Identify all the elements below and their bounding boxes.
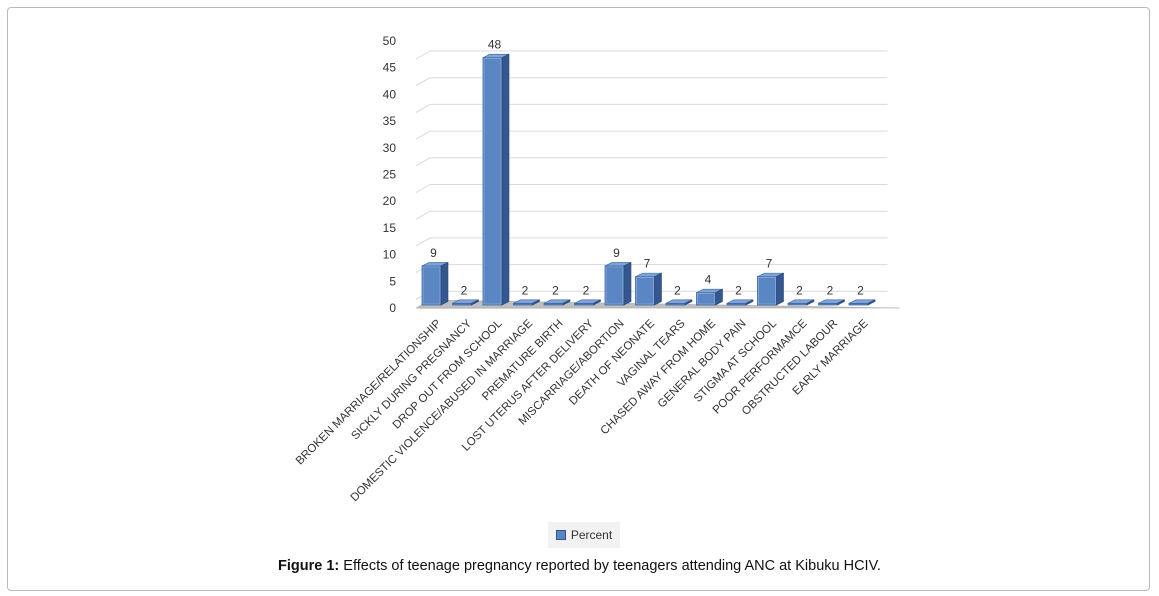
y-tick-label: 50 [383, 34, 397, 48]
chart-floor-shadow [416, 308, 900, 309]
bar-side [440, 261, 449, 306]
bar-side [867, 299, 876, 306]
bar [421, 265, 442, 306]
data-label: 2 [796, 283, 803, 297]
bar [482, 57, 503, 306]
bar-highlight [697, 293, 715, 305]
data-label: 7 [766, 257, 773, 271]
bar-side [715, 288, 723, 306]
bar-side [562, 299, 571, 306]
bar-highlight [422, 266, 441, 305]
y-tick-label: 25 [383, 168, 397, 182]
legend-label: Percent [570, 528, 613, 542]
data-label: 2 [827, 283, 834, 297]
gridline-depth [415, 184, 431, 193]
bar-side [684, 299, 693, 306]
gridline-depth [415, 50, 431, 60]
data-label: 2 [522, 283, 529, 297]
data-label: 2 [583, 283, 590, 297]
gridline-depth [415, 210, 431, 220]
figure-caption: Figure 1: Effects of teenage pregnancy r… [0, 558, 1159, 574]
bar-side [471, 299, 479, 306]
caption-prefix: Figure 1: [278, 558, 340, 574]
bar [757, 276, 777, 306]
bar-highlight [636, 277, 654, 305]
data-label: 9 [613, 246, 620, 260]
caption-text: Effects of teenage pregnancy reported by… [339, 558, 881, 574]
bar-highlight [605, 266, 624, 305]
bar-side [532, 299, 540, 306]
bar-side [654, 272, 662, 306]
bar-side [501, 53, 510, 306]
y-tick-label: 30 [383, 141, 397, 155]
y-tick-label: 20 [383, 194, 397, 208]
data-label: 2 [552, 283, 559, 297]
bar-side [593, 299, 601, 306]
gridline-depth [415, 237, 431, 247]
y-tick-label: 15 [383, 221, 397, 235]
data-label: 4 [705, 273, 712, 287]
legend-swatch [555, 530, 566, 540]
bar-side [837, 299, 845, 306]
y-tick-label: 45 [383, 61, 397, 75]
data-label: 2 [735, 283, 742, 297]
bar-side [745, 299, 754, 306]
bar [696, 292, 716, 306]
chart-legend: Percent [548, 522, 620, 548]
gridline-depth [415, 103, 431, 113]
bar-side [806, 299, 815, 306]
bar-highlight [758, 277, 776, 305]
data-label: 9 [430, 246, 437, 260]
y-tick-label: 10 [383, 248, 397, 262]
y-tick-label: 40 [383, 87, 397, 101]
data-label: 2 [857, 283, 864, 297]
bar-highlight [483, 58, 502, 305]
data-label: 2 [461, 283, 468, 297]
data-label: 7 [644, 257, 651, 271]
gridline-depth [415, 77, 431, 87]
bar-side [776, 272, 784, 306]
data-label: 2 [674, 283, 681, 297]
y-tick-label: 35 [383, 114, 397, 128]
gridline-depth [415, 157, 431, 167]
bar-side [623, 261, 632, 306]
x-tick-label: SICKLY DURING PREGNANCY [349, 317, 474, 442]
data-label: 48 [488, 38, 502, 52]
y-tick-label: 5 [389, 274, 396, 288]
bar [635, 276, 655, 306]
gridline-depth [415, 130, 431, 140]
y-tick-label: 0 [389, 301, 396, 315]
bar [604, 265, 625, 306]
